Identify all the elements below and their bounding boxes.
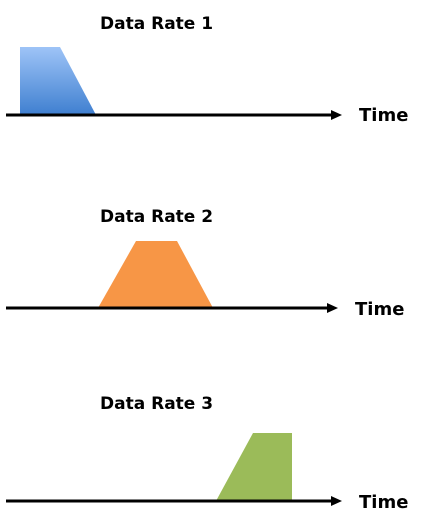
data-rate-1-shape [20,47,96,115]
time-axis-arrowhead [331,110,342,120]
data-rate-3-shape [216,433,292,501]
panel-data-rate-2: Data Rate 2 Time [0,195,421,355]
data-rate-2-shape [98,241,213,308]
panel-title: Data Rate 2 [100,207,214,227]
panel-title: Data Rate 3 [100,394,214,414]
time-axis-label: Time [359,105,409,126]
panel-data-rate-1: Data Rate 1 Time [0,0,421,160]
time-axis-arrowhead [327,303,338,313]
time-axis-label: Time [359,492,409,513]
data-rate-2-plot [6,241,338,313]
time-axis-arrowhead [331,496,342,506]
panel-title: Data Rate 1 [100,14,214,34]
panel-data-rate-3: Data Rate 3 Time [0,385,421,520]
data-rate-3-plot [6,433,342,506]
time-axis-label: Time [355,299,405,320]
data-rate-1-plot [6,47,342,120]
